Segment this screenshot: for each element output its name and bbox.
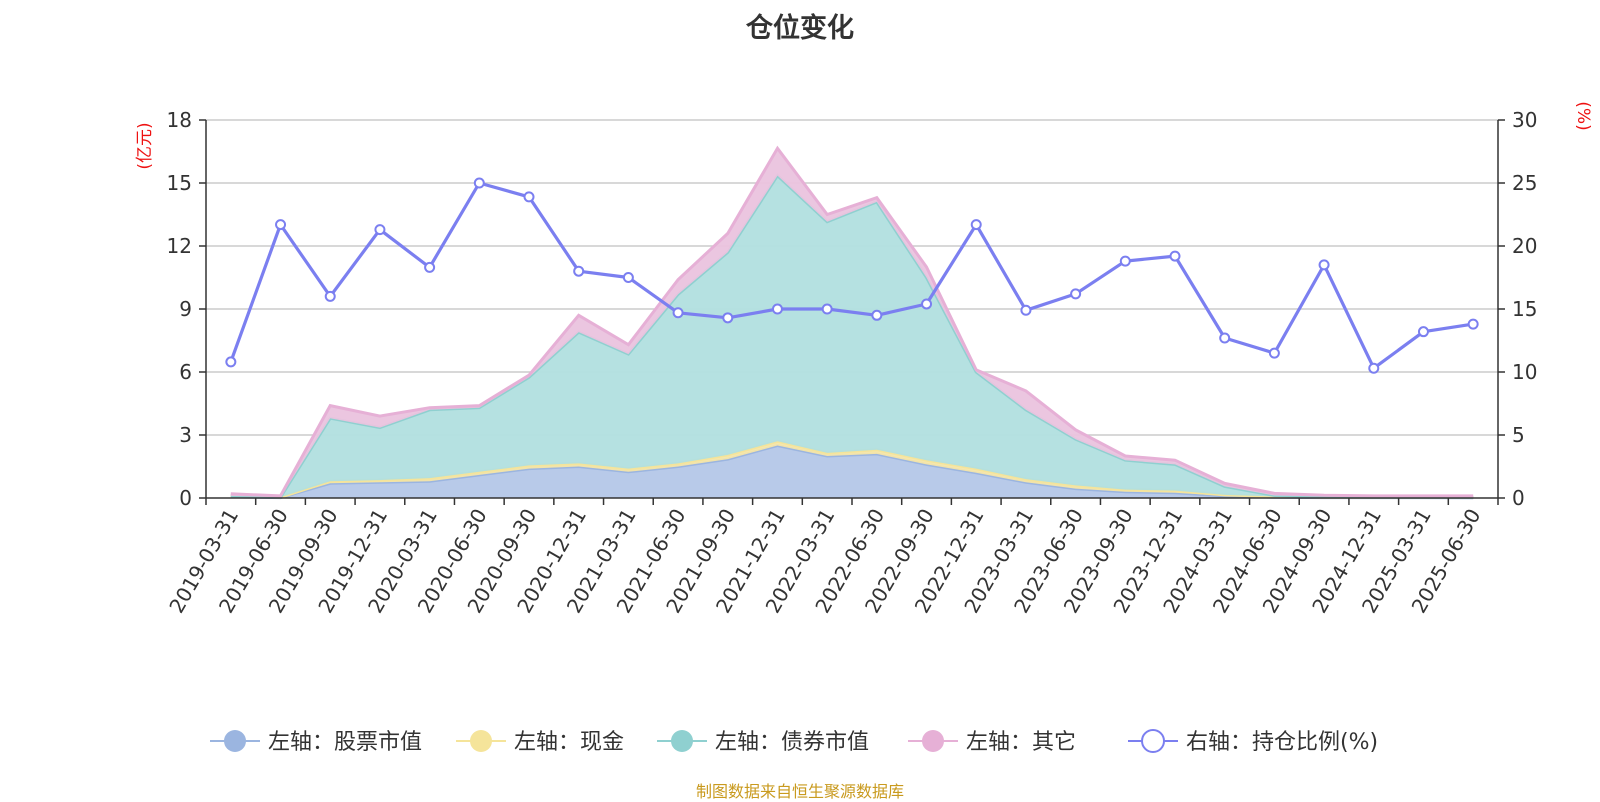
ratio-point <box>1070 288 1082 300</box>
ratio-point <box>1020 304 1032 316</box>
left-axis-tick-label: 9 <box>179 297 192 321</box>
ratio-point <box>1318 259 1330 271</box>
ratio-point <box>771 303 783 315</box>
area-fill <box>230 445 1474 498</box>
ratio-point <box>622 272 634 283</box>
ratio-point <box>275 219 287 231</box>
area-fill <box>230 175 1474 498</box>
ratio-point <box>921 298 933 310</box>
legend-label: 左轴：现金 <box>514 730 624 755</box>
legend-swatch-marker <box>671 730 693 752</box>
legend-label: 右轴：持仓比例(%) <box>1186 730 1378 755</box>
ratio-point <box>970 219 982 231</box>
legend: 左轴：股票市值 左轴：现金 左轴：债券市值 左轴：其它 右轴：持仓比例(%) <box>210 729 1378 755</box>
data-source-note: 制图数据来自恒生聚源数据库 <box>695 782 904 801</box>
legend-swatch-marker <box>922 730 944 752</box>
legend-swatch-marker <box>470 730 492 752</box>
legend-item: 左轴：债券市值 <box>657 730 869 755</box>
ratio-point <box>1119 255 1131 267</box>
ratio-line <box>229 181 1474 370</box>
right-axis-unit-label: (%) <box>1573 101 1593 130</box>
ratio-point <box>523 191 535 203</box>
ratio-point <box>821 303 833 315</box>
ratio-point <box>1467 318 1479 330</box>
ratio-point <box>573 265 585 277</box>
left-axis-tick-label: 6 <box>179 360 192 384</box>
line-layer <box>225 177 1479 374</box>
ratio-point <box>324 290 336 302</box>
legend-swatch-marker <box>224 730 246 752</box>
area-layer <box>230 145 1474 500</box>
legend-label: 左轴：其它 <box>966 730 1076 755</box>
ratio-point <box>473 177 485 189</box>
ratio-point <box>1219 332 1231 344</box>
legend-label: 左轴：股票市值 <box>268 730 422 755</box>
ratio-point <box>672 307 684 319</box>
right-axis-tick-label: 10 <box>1512 360 1537 384</box>
ratio-point <box>374 224 386 236</box>
right-axis-tick-label: 0 <box>1512 486 1525 510</box>
ratio-point <box>1368 362 1380 374</box>
ratio-point <box>1417 326 1429 338</box>
ratio-point <box>722 312 734 324</box>
left-axis-tick-label: 15 <box>167 171 192 195</box>
legend-item: 左轴：股票市值 <box>210 730 422 755</box>
area-edge-line <box>230 173 1474 499</box>
left-axis-unit-label: (亿元) <box>135 122 155 169</box>
left-axis-tick-label: 12 <box>167 234 192 258</box>
ratio-point <box>1268 347 1280 359</box>
left-axis-tick-label: 3 <box>179 423 192 447</box>
right-axis-tick-label: 25 <box>1512 171 1537 195</box>
ratio-point <box>871 309 883 321</box>
ratio-point <box>1169 250 1181 262</box>
legend-swatch-marker <box>1141 729 1165 753</box>
left-axis-tick-label: 0 <box>179 486 192 510</box>
area-edge-line <box>230 145 1474 498</box>
legend-label: 左轴：债券市值 <box>715 730 869 755</box>
chart-title: 仓位变化 <box>746 13 854 44</box>
right-axis-tick-label: 15 <box>1512 297 1537 321</box>
right-axis-tick-label: 5 <box>1512 423 1525 447</box>
right-axis-tick-label: 20 <box>1512 234 1537 258</box>
legend-item: 左轴：现金 <box>456 730 624 755</box>
ratio-point <box>225 356 237 368</box>
left-axis-tick-label: 18 <box>167 108 192 132</box>
right-axis-tick-label: 30 <box>1512 108 1537 132</box>
legend-item: 右轴：持仓比例(%) <box>1128 729 1378 755</box>
legend-item: 左轴：其它 <box>908 730 1076 755</box>
ratio-point <box>424 261 436 273</box>
